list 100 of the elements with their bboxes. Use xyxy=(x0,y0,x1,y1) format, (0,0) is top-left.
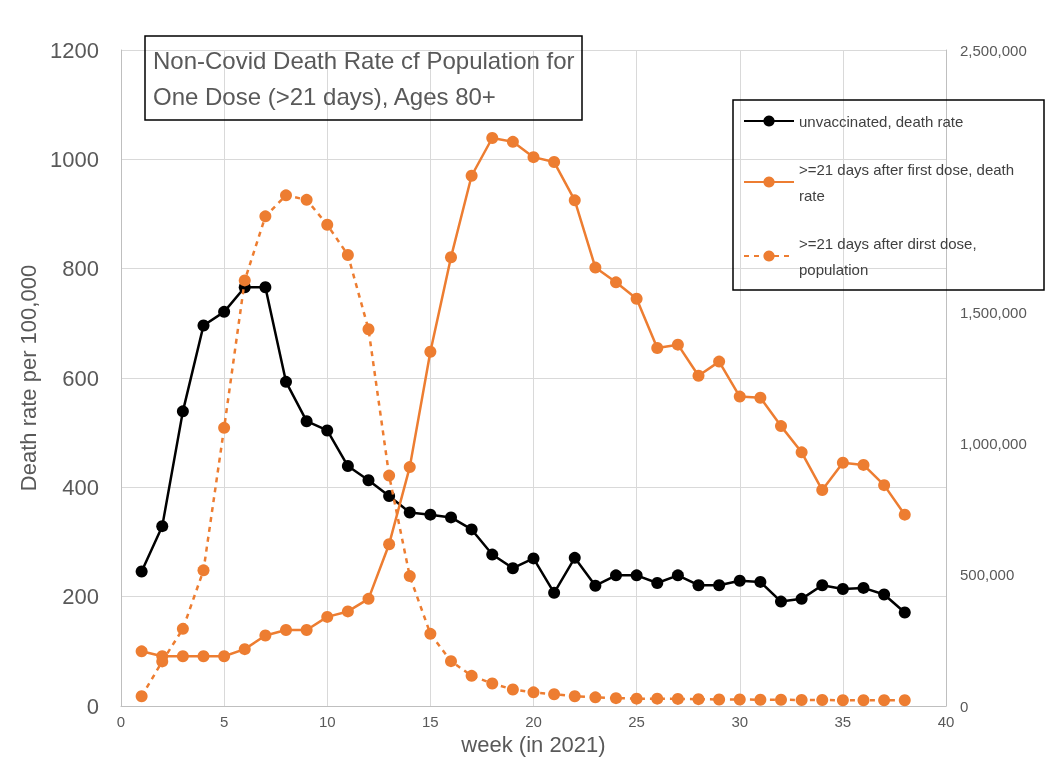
point xyxy=(630,692,643,705)
point xyxy=(197,564,210,577)
point xyxy=(548,156,561,169)
point xyxy=(197,319,210,332)
point xyxy=(465,169,478,182)
legend-label: >=21 days after dirst dose, population xyxy=(799,234,981,278)
point xyxy=(733,693,746,706)
point xyxy=(135,645,148,658)
point xyxy=(733,574,746,587)
point xyxy=(259,210,272,223)
point xyxy=(651,692,664,705)
point xyxy=(568,551,581,564)
point xyxy=(589,691,602,704)
point xyxy=(465,523,478,536)
point xyxy=(341,248,354,261)
point xyxy=(630,292,643,305)
point xyxy=(321,610,334,623)
point xyxy=(527,151,540,164)
point xyxy=(362,592,375,605)
point xyxy=(321,218,334,231)
point xyxy=(857,458,870,471)
point xyxy=(465,669,478,682)
point xyxy=(754,575,767,588)
point xyxy=(878,694,891,707)
point xyxy=(445,251,457,264)
point xyxy=(548,586,561,599)
point xyxy=(424,508,437,521)
point xyxy=(176,622,189,635)
point xyxy=(795,693,808,706)
point xyxy=(610,276,622,289)
point xyxy=(280,375,292,388)
point xyxy=(341,605,354,618)
point xyxy=(836,694,849,707)
point xyxy=(445,511,457,524)
point xyxy=(218,421,231,434)
point xyxy=(898,606,911,619)
point xyxy=(486,132,499,145)
y2-tick-label: 500,000 xyxy=(960,566,1015,584)
point xyxy=(775,693,787,706)
point xyxy=(280,189,292,202)
point xyxy=(857,694,870,707)
point xyxy=(816,693,829,706)
y2-tick-label: 1,500,000 xyxy=(960,303,1027,321)
point xyxy=(568,194,581,207)
point xyxy=(238,274,251,287)
point xyxy=(300,193,313,206)
point xyxy=(527,552,540,565)
legend-label: unvaccinated, death rate xyxy=(799,112,964,130)
point xyxy=(568,690,581,703)
y-tick-label: 800 xyxy=(62,256,99,282)
point xyxy=(527,686,540,699)
point xyxy=(610,692,622,705)
point xyxy=(362,323,375,336)
text: Non-Covid Death Rate cf Population for One Dose (>21 days), Ages 80+ xyxy=(153,46,575,110)
legend-label: >=21 days after first dose, death rate xyxy=(799,160,1019,204)
point xyxy=(692,579,705,592)
point xyxy=(589,261,602,274)
point xyxy=(630,569,643,582)
point xyxy=(836,456,849,469)
point xyxy=(383,490,396,503)
point xyxy=(898,694,911,707)
x-tick-label: 25 xyxy=(628,713,645,730)
point xyxy=(857,581,870,594)
point xyxy=(754,391,767,404)
point xyxy=(836,583,849,596)
point xyxy=(176,650,189,663)
point xyxy=(692,369,705,382)
point xyxy=(795,446,808,459)
point xyxy=(692,693,705,706)
point xyxy=(733,390,746,403)
y-tick-label: 200 xyxy=(62,584,99,610)
point xyxy=(878,479,891,492)
x-tick-label: 20 xyxy=(525,713,542,730)
point xyxy=(383,538,396,551)
point xyxy=(671,692,684,705)
x-tick-label: 15 xyxy=(422,713,439,730)
point xyxy=(424,345,437,358)
point xyxy=(300,415,313,428)
point xyxy=(506,683,519,696)
point xyxy=(238,643,251,656)
point xyxy=(445,655,457,668)
point xyxy=(816,579,829,592)
point xyxy=(671,338,684,351)
point xyxy=(548,688,561,701)
x-tick-label: 40 xyxy=(937,713,955,730)
y-tick-label: 1200 xyxy=(50,37,99,63)
y-tick-label: 600 xyxy=(62,365,99,391)
point xyxy=(135,565,148,578)
point xyxy=(486,548,499,561)
point xyxy=(775,420,787,433)
point xyxy=(135,690,148,703)
point xyxy=(403,461,416,474)
point xyxy=(651,341,664,354)
point xyxy=(506,135,519,148)
point xyxy=(671,569,684,582)
point xyxy=(403,506,416,519)
point xyxy=(486,677,499,690)
point xyxy=(898,508,911,521)
y-axis-title: Death rate per 100,000 xyxy=(15,264,41,492)
point xyxy=(341,460,354,473)
